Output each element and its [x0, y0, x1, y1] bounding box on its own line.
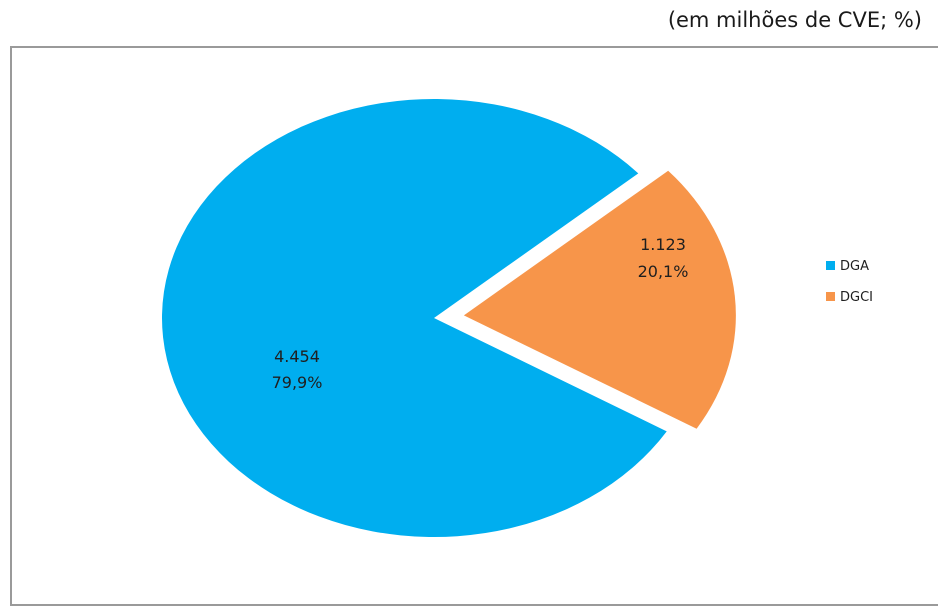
unit-note: (em milhões de CVE; %) — [667, 8, 922, 32]
data-label-dga-percent: 79,9% — [272, 373, 323, 392]
pie-slice-dga — [162, 98, 667, 538]
legend: DGA DGCI — [826, 259, 873, 305]
pie-chart: 4.454 79,9% 1.123 20,1% DGA DGCI — [162, 98, 873, 538]
data-label-dgci-value: 1.123 — [640, 235, 686, 254]
legend-label-dgci: DGCI — [840, 290, 873, 305]
legend-label-dga: DGA — [840, 259, 869, 274]
data-label-dga-value: 4.454 — [274, 347, 320, 366]
pie-slice-dgci — [463, 170, 736, 429]
legend-swatch-dgci — [826, 292, 835, 301]
data-label-dgci-percent: 20,1% — [638, 262, 689, 281]
legend-swatch-dga — [826, 261, 835, 270]
